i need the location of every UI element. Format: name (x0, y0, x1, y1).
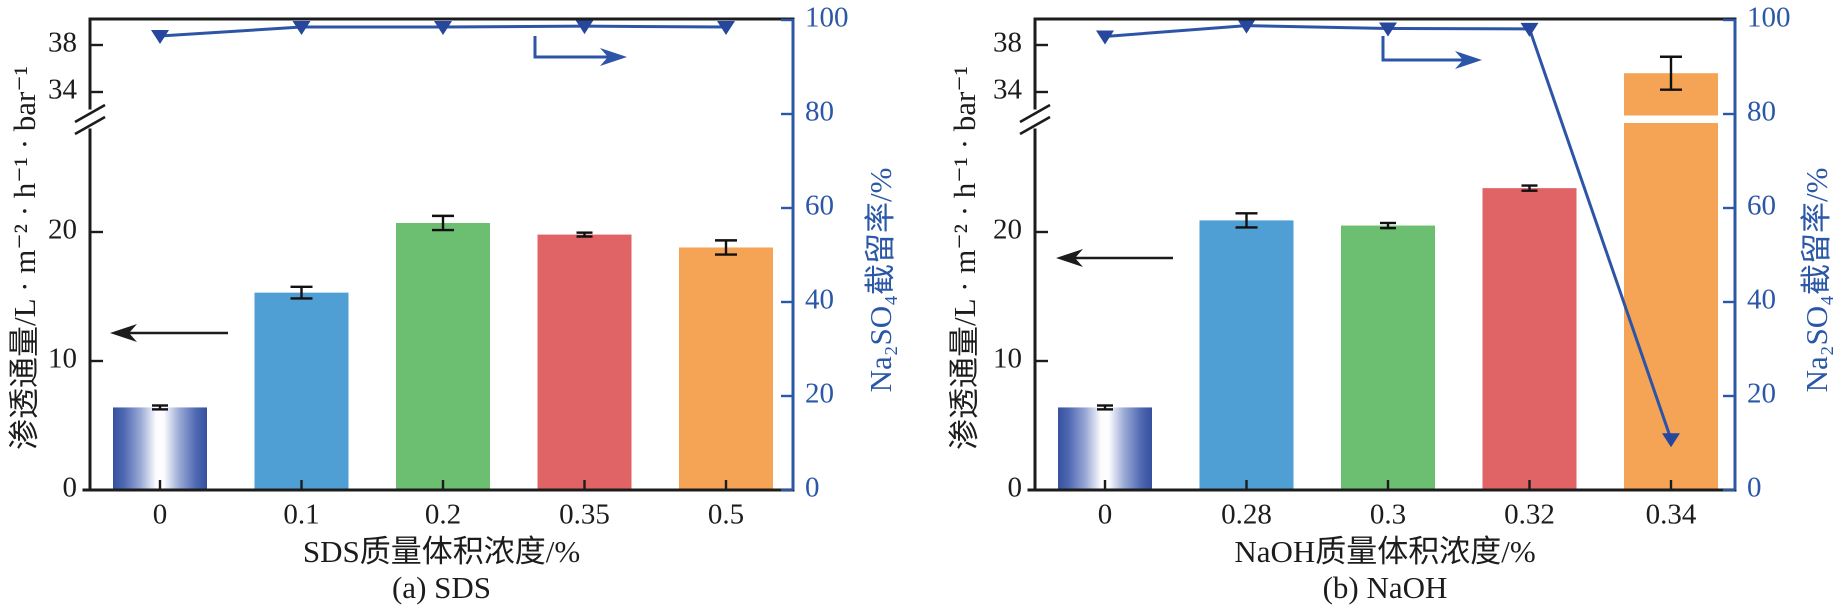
retention-marker-triangle-down (717, 21, 735, 36)
right-axis-tick-label: 20 (805, 378, 834, 410)
flux-bar (679, 247, 773, 490)
left-y-axis-title: 渗透通量/L · m⁻² · h⁻¹ · bar⁻¹ (7, 66, 42, 450)
left-axis-pointer-arrowhead (110, 324, 137, 342)
x-axis-tick-label: 0.32 (1504, 499, 1555, 531)
right-axis-tick-label: 20 (1747, 378, 1776, 410)
retention-marker-triangle-down (1662, 433, 1680, 448)
right-axis-pointer-arrow (533, 36, 608, 59)
right-axis-tick-label: 100 (1747, 2, 1791, 34)
x-axis-tick-label: 0.2 (425, 499, 461, 531)
right-axis-tick-label: 80 (1747, 96, 1776, 128)
retention-marker-triangle-down (1520, 22, 1539, 37)
x-axis-tick-label: 0 (1098, 499, 1113, 531)
right-axis-tick-label: 40 (805, 284, 834, 316)
x-axis-tick-label: 0.3 (1370, 499, 1406, 531)
flux-bar (113, 407, 207, 490)
axis-break-marks (1019, 103, 1051, 136)
right-tick-marks (1723, 18, 1735, 492)
retention-marker-triangle-down (1379, 22, 1397, 37)
right-y-axis-title: Na₂SO₄截留率/% (863, 168, 898, 393)
panel-subtitle: (b) NaOH (1323, 570, 1448, 605)
flux-bars (1058, 73, 1718, 491)
right-axis-tick-label: 100 (805, 2, 849, 34)
flux-bar (396, 222, 490, 490)
x-axis-tick-label: 0.1 (283, 499, 319, 531)
retention-marker-triangle-down (575, 20, 594, 35)
x-axis-tick-label: 0.28 (1221, 499, 1272, 531)
flux-bar (1199, 220, 1294, 490)
left-axis-tick-label: 0 (63, 472, 78, 504)
tick-marks (90, 43, 728, 492)
left-axis-tick-label: 38 (993, 27, 1022, 59)
right-axis-tick-label: 80 (805, 96, 834, 128)
flux-bar-lower (1624, 123, 1718, 490)
right-axis-tick-label: 60 (1747, 190, 1776, 222)
right-axis-pointer-arrowhead (1455, 51, 1482, 69)
right-axis-tick-label: 0 (1747, 472, 1762, 504)
right-axis-tick-label: 0 (805, 472, 820, 504)
left-y-axis-title: 渗透通量/L · m⁻² · h⁻¹ · bar⁻¹ (947, 66, 982, 450)
left-axis-tick-label: 20 (993, 214, 1022, 246)
flux-bar (1341, 225, 1435, 491)
left-axis-pointer-arrowhead (1056, 249, 1083, 267)
error-bars (1097, 55, 1682, 411)
right-axis-pointer-arrowhead (600, 48, 627, 66)
axes-frame (82, 17, 795, 492)
right-axis-tick-label: 40 (1747, 284, 1776, 316)
x-axis-tick-label: 0.5 (708, 499, 744, 531)
flux-bar (254, 292, 349, 490)
left-axis-tick-label: 20 (48, 214, 77, 246)
panel-subtitle: (a) SDS (392, 570, 491, 605)
tick-marks (1035, 43, 1673, 492)
x-axis-tick-label: 0.34 (1646, 499, 1697, 531)
flux-bar (537, 234, 632, 490)
right-axis-tick-label: 60 (805, 190, 834, 222)
left-axis-tick-label: 38 (48, 27, 77, 59)
flux-bars (113, 222, 773, 490)
error-bars (152, 214, 737, 411)
right-y-axis-title: Na₂SO₄截留率/% (1799, 168, 1834, 393)
flux-bar (1482, 188, 1577, 490)
axis-break-marks (74, 103, 106, 136)
x-axis-title: SDS质量体积浓度/% (303, 534, 580, 569)
x-axis-tick-label: 0 (153, 499, 168, 531)
left-axis-tick-label: 10 (993, 343, 1022, 375)
retention-marker-triangle-down (292, 21, 311, 36)
right-tick-marks (781, 18, 793, 492)
left-axis-tick-label: 34 (993, 74, 1023, 106)
x-axis-tick-label: 0.35 (559, 499, 610, 531)
retention-marker-triangle-down (1096, 30, 1114, 45)
retention-marker-triangle-down (1237, 19, 1256, 34)
right-axis-pointer-arrow (1381, 36, 1463, 62)
x-axis-title: NaOH质量体积浓度/% (1234, 534, 1535, 569)
flux-bar (1058, 407, 1152, 490)
panel-a-sds-chart: 0 10 20 34 38 0 0.1 0.2 0.35 0.5 0 20 40 60 80 100 SDS质量… (7, 2, 898, 605)
left-axis-tick-label: 0 (1008, 472, 1023, 504)
retention-marker-triangle-down (434, 21, 452, 36)
left-axis-tick-label: 10 (48, 343, 77, 375)
left-axis-tick-label: 34 (48, 74, 78, 106)
panel-b-naoh-chart: 0 10 20 34 38 0 0.28 0.3 0.32 0.34 0 20 40 60 80 100 NaO… (947, 2, 1834, 605)
retention-marker-triangle-down (151, 29, 169, 44)
